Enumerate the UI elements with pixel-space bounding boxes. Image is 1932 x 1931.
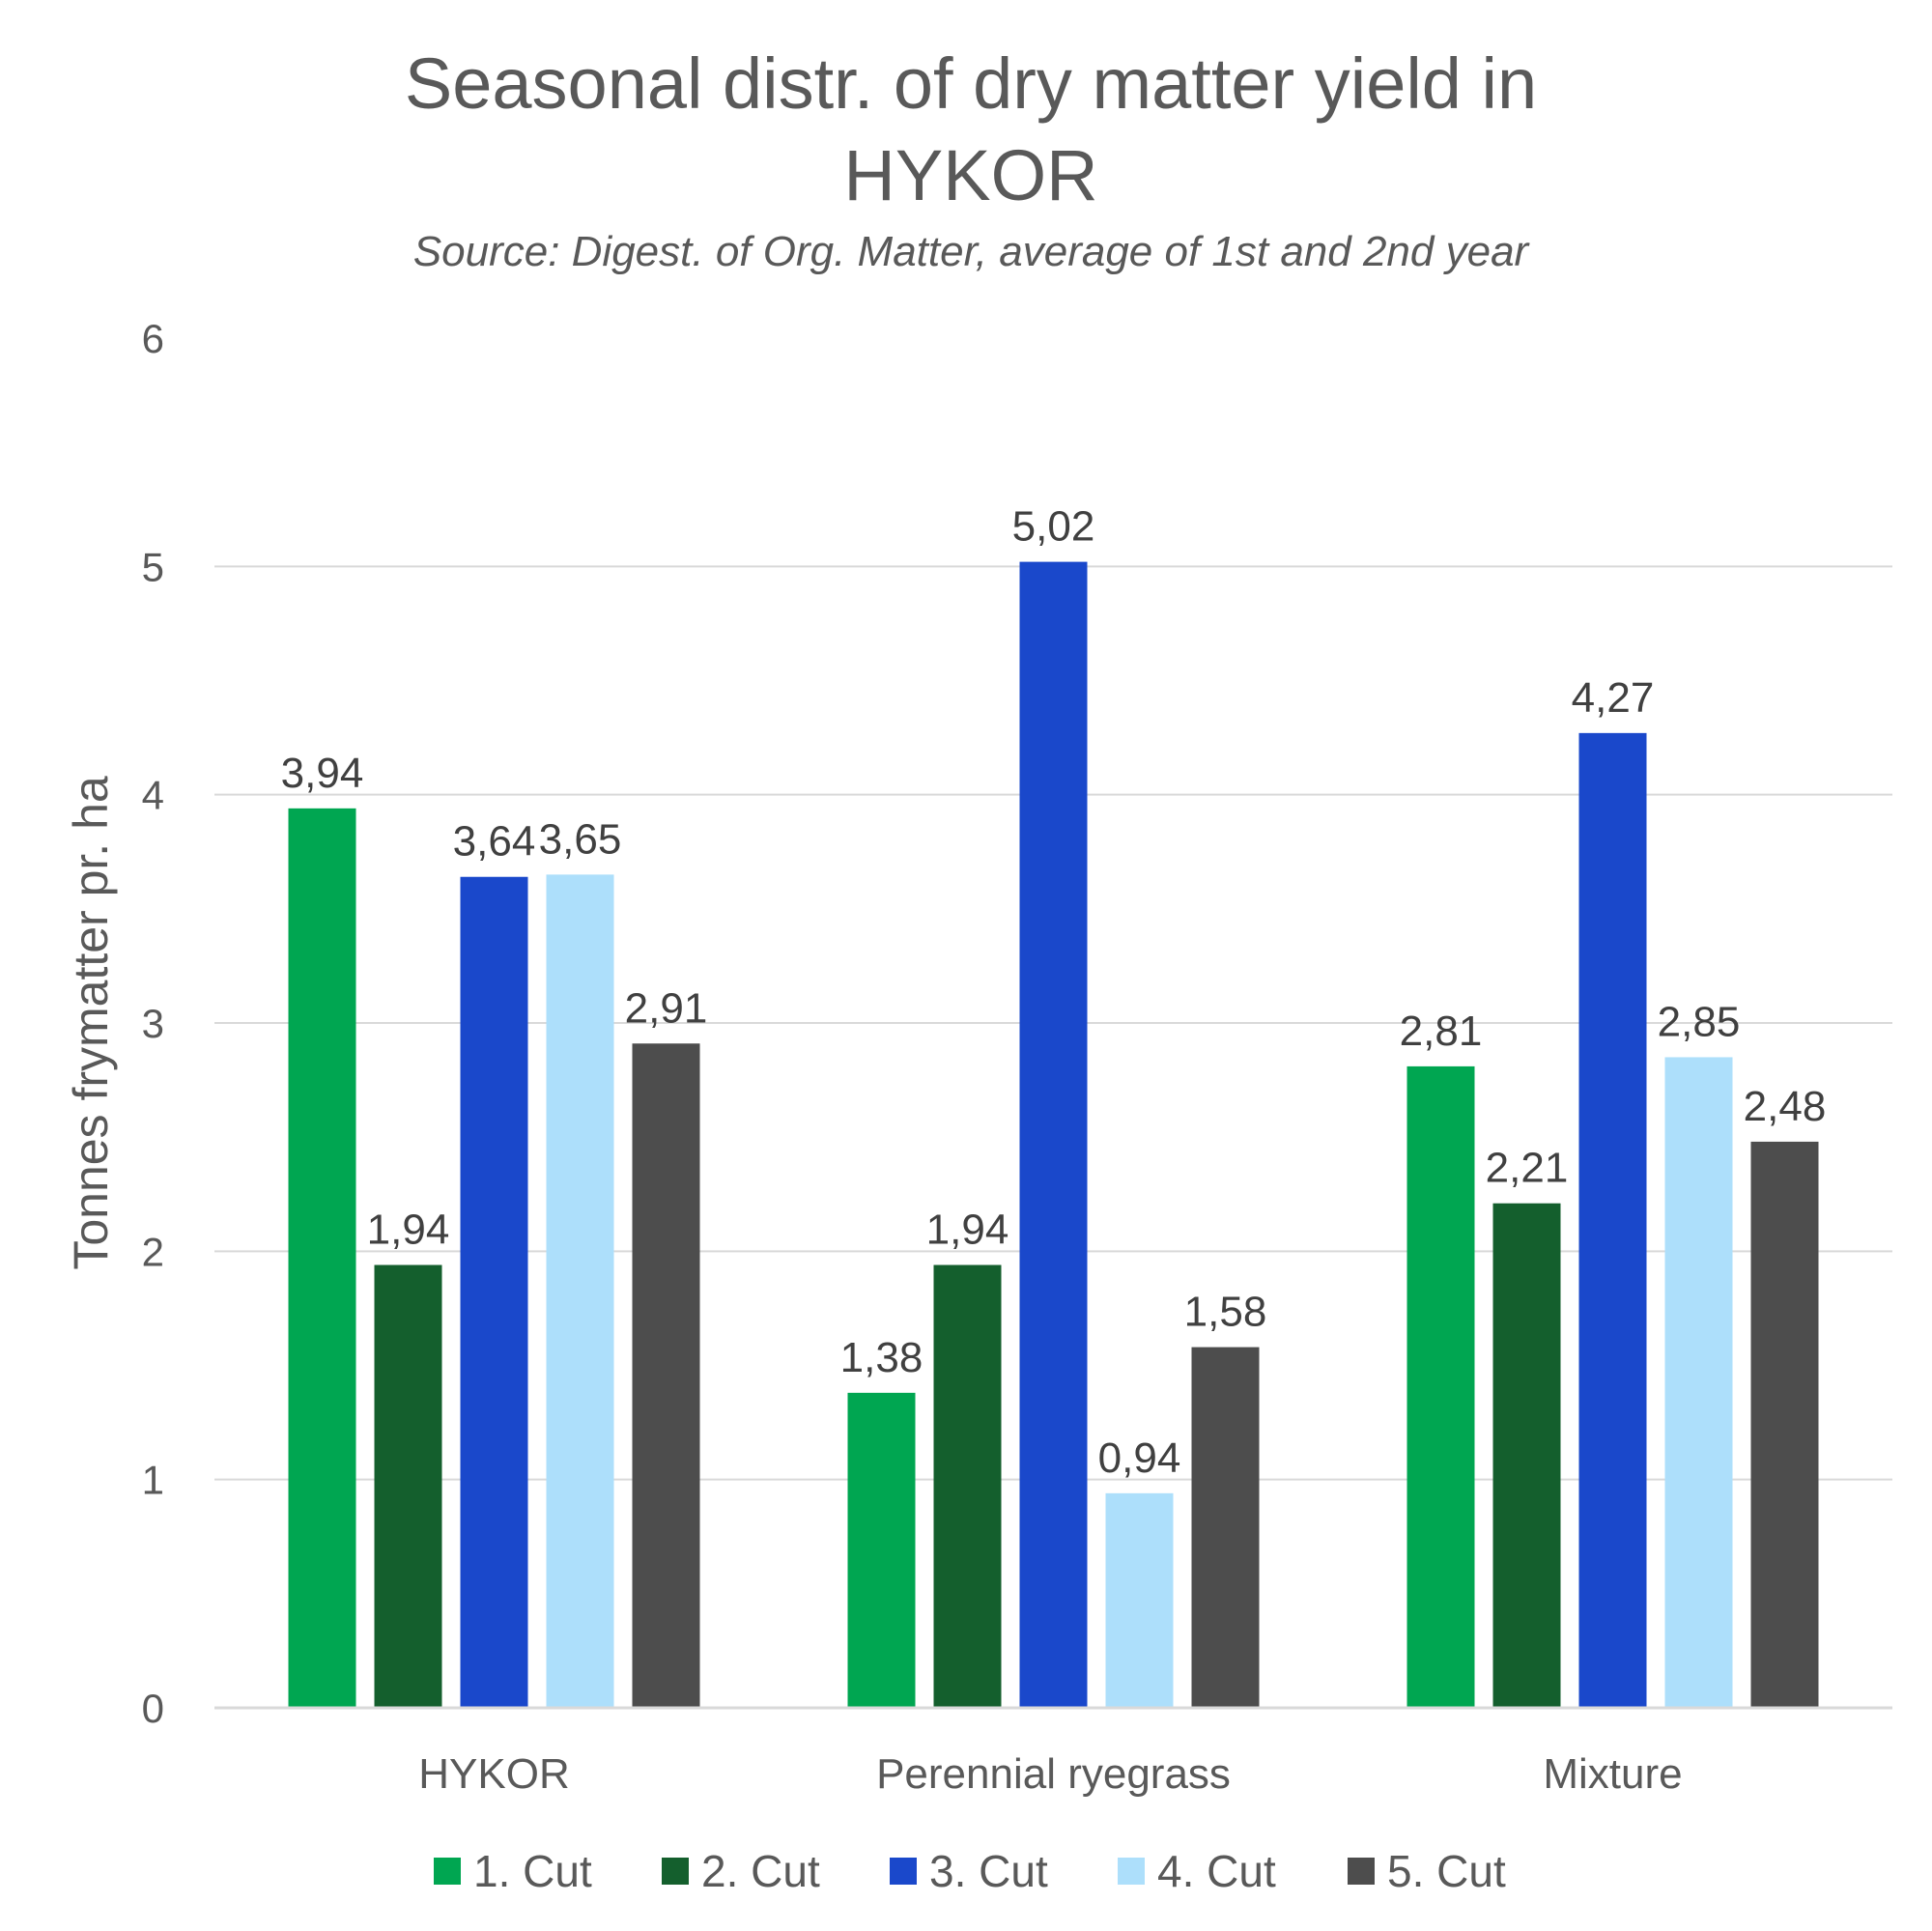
- y-tick-label: 4: [142, 773, 164, 818]
- bar: [1664, 1057, 1733, 1708]
- bar: [1019, 561, 1088, 1708]
- legend-label: 4. Cut: [1157, 1846, 1276, 1896]
- legend-label: 3. Cut: [929, 1846, 1048, 1896]
- legend-label: 2. Cut: [701, 1846, 820, 1896]
- legend-label: 5. Cut: [1387, 1846, 1506, 1896]
- bar: [460, 876, 528, 1708]
- x-tick-label: Perennial ryegrass: [876, 1750, 1231, 1798]
- bar: [1578, 732, 1647, 1708]
- chart-subtitle: Source: Digest. of Org. Matter, average …: [413, 228, 1531, 275]
- bar: [632, 1043, 700, 1708]
- data-label: 1,94: [926, 1207, 1009, 1254]
- legend-label: 1. Cut: [473, 1846, 592, 1896]
- data-label: 1,38: [840, 1334, 923, 1381]
- legend-item: 4. Cut: [1118, 1846, 1276, 1896]
- bar: [933, 1264, 1002, 1708]
- data-label: 2,48: [1744, 1083, 1827, 1130]
- bar: [1406, 1065, 1475, 1708]
- bar: [546, 874, 614, 1708]
- x-tick-label: HYKOR: [418, 1750, 569, 1798]
- bar: [1750, 1141, 1819, 1708]
- chart-title-line-2: HYKOR: [843, 135, 1097, 215]
- legend-swatch: [662, 1858, 689, 1885]
- bar: [1191, 1347, 1260, 1708]
- bar: [847, 1392, 916, 1708]
- legend-item: 2. Cut: [662, 1846, 820, 1896]
- data-label: 2,85: [1658, 998, 1741, 1045]
- y-tick-label: 3: [142, 1001, 164, 1046]
- x-tick-label: Mixture: [1543, 1750, 1682, 1798]
- legend-swatch: [1348, 1858, 1375, 1885]
- legend-item: 5. Cut: [1348, 1846, 1506, 1896]
- data-label: 2,91: [625, 984, 708, 1032]
- data-label: 2,81: [1400, 1008, 1483, 1055]
- legend-swatch: [890, 1858, 917, 1885]
- y-tick-label: 2: [142, 1229, 164, 1274]
- bar: [1105, 1492, 1174, 1708]
- y-tick-label: 6: [142, 316, 164, 361]
- bar: [288, 808, 356, 1708]
- data-label: 2,21: [1486, 1145, 1569, 1192]
- legend-item: 3. Cut: [890, 1846, 1048, 1896]
- y-tick-label: 5: [142, 544, 164, 589]
- data-label: 3,65: [539, 815, 622, 863]
- data-label: 3,64: [453, 818, 536, 866]
- bar: [1492, 1203, 1561, 1708]
- data-label: 0,94: [1098, 1434, 1181, 1482]
- data-label: 5,02: [1012, 503, 1095, 551]
- legend-item: 1. Cut: [434, 1846, 592, 1896]
- y-tick-label: 0: [142, 1686, 164, 1731]
- y-tick-label: 1: [142, 1458, 164, 1503]
- y-axis-title: Tonnes frymatter pr. ha: [64, 776, 118, 1270]
- bar: [374, 1264, 442, 1708]
- data-label: 1,58: [1184, 1289, 1267, 1336]
- data-label: 3,94: [281, 750, 364, 797]
- data-label: 1,94: [367, 1207, 450, 1254]
- data-label: 4,27: [1572, 674, 1655, 722]
- legend-swatch: [1118, 1858, 1145, 1885]
- legend-swatch: [434, 1858, 461, 1885]
- chart-title-line-1: Seasonal distr. of dry matter yield in: [405, 43, 1537, 124]
